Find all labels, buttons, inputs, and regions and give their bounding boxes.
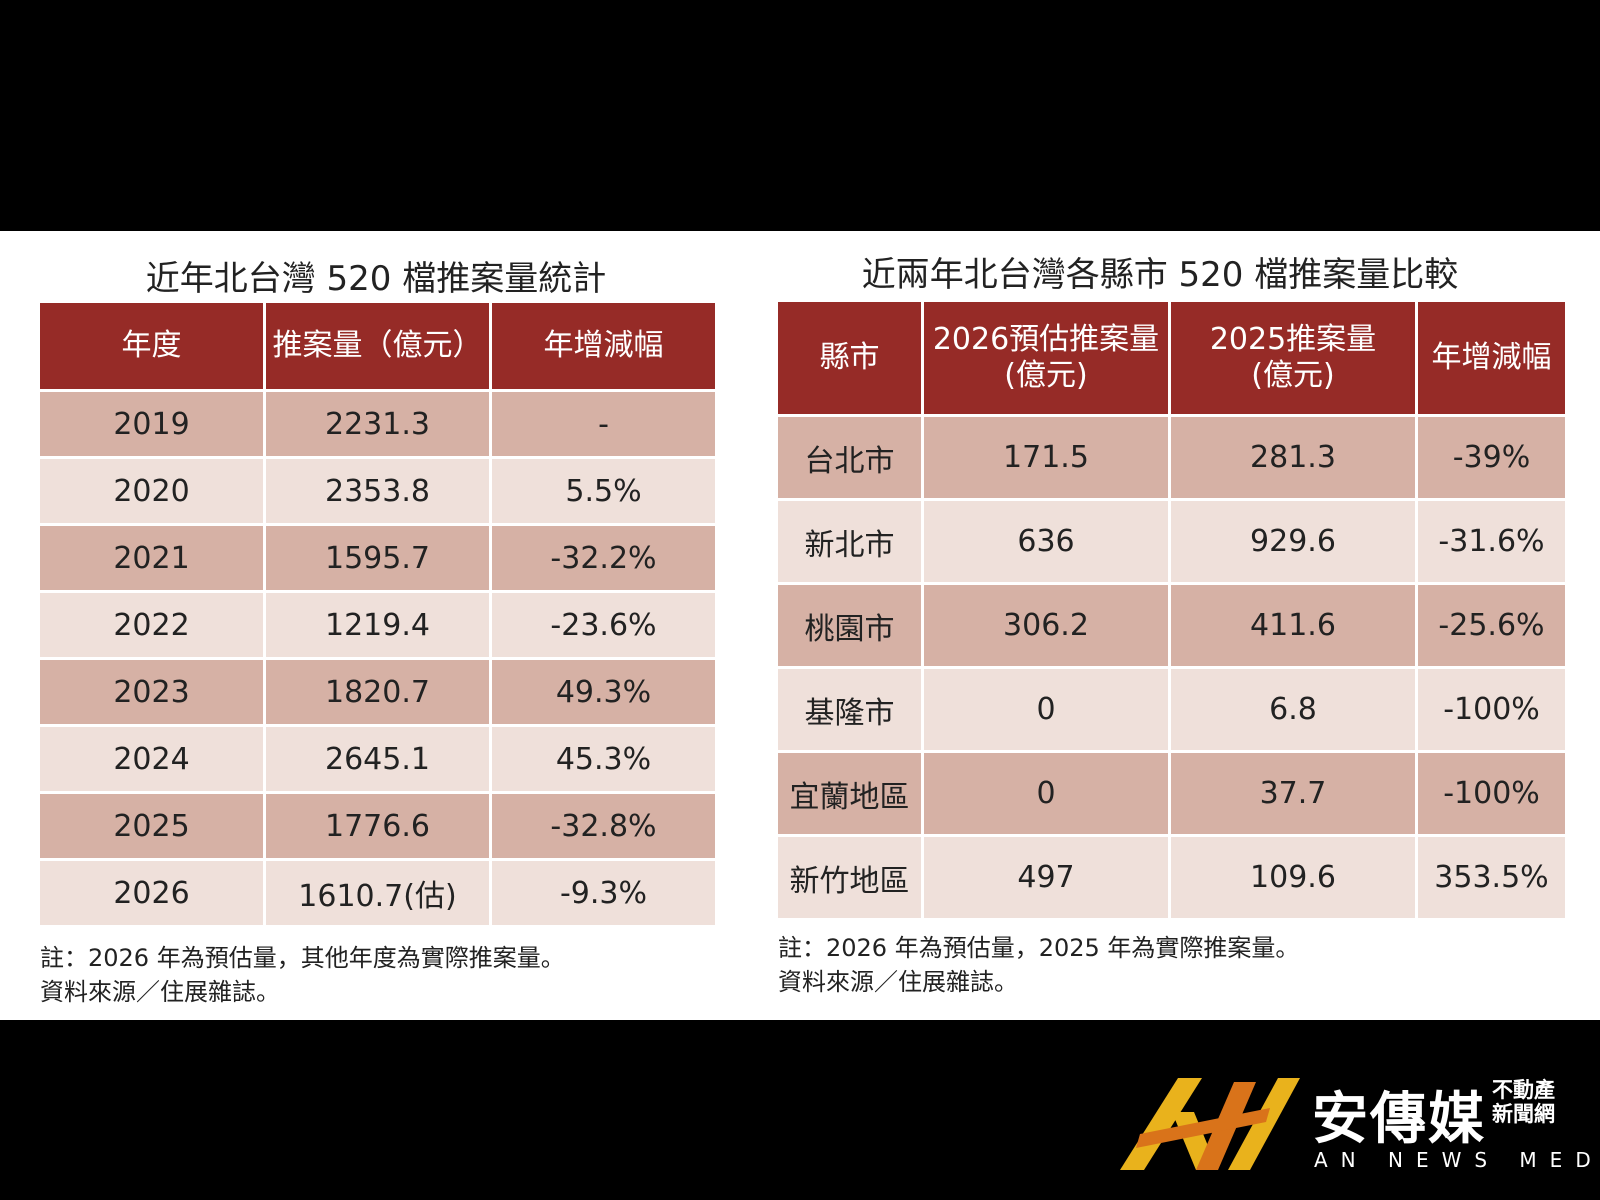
cell-change: -31.6%	[1418, 501, 1565, 582]
table-row: 2020 2353.8 5.5%	[40, 459, 715, 523]
cell-year: 2022	[40, 593, 263, 657]
cell-2026: 497	[924, 837, 1168, 918]
cell-2026: 636	[924, 501, 1168, 582]
cell-2026: 171.5	[924, 417, 1168, 498]
table-row: 2023 1820.7 49.3%	[40, 660, 715, 724]
cell-2026: 0	[924, 669, 1168, 750]
cell-volume: 1610.7(估)	[266, 861, 489, 925]
left-header-change: 年增減幅	[492, 303, 715, 389]
right-header-2025: 2025推案量 (億元)	[1171, 302, 1415, 414]
cell-volume: 1595.7	[266, 526, 489, 590]
right-note: 註：2026 年為預估量，2025 年為實際推案量。 資料來源／住展雜誌。	[778, 931, 1299, 999]
right-note-source: 資料來源／住展雜誌。	[778, 968, 1018, 996]
cell-year: 2026	[40, 861, 263, 925]
cell-year: 2020	[40, 459, 263, 523]
cell-2025: 929.6	[1171, 501, 1415, 582]
cell-change: -	[492, 392, 715, 456]
cell-city: 桃園市	[778, 585, 921, 666]
left-note-source: 資料來源／住展雜誌。	[40, 978, 280, 1006]
table-row: 基隆市 0 6.8 -100%	[778, 669, 1565, 750]
cell-2025: 411.6	[1171, 585, 1415, 666]
cell-change: -39%	[1418, 417, 1565, 498]
table-row: 桃園市 306.2 411.6 -25.6%	[778, 585, 1565, 666]
left-note: 註：2026 年為預估量，其他年度為實際推案量。 資料來源／住展雜誌。	[40, 941, 565, 1009]
left-table-title: 近年北台灣 520 檔推案量統計	[145, 259, 607, 299]
table-row: 2019 2231.3 -	[40, 392, 715, 456]
logo-mark-icon	[1120, 1078, 1300, 1170]
right-header-city: 縣市	[778, 302, 921, 414]
table-row: 宜蘭地區 0 37.7 -100%	[778, 753, 1565, 834]
cell-volume: 1219.4	[266, 593, 489, 657]
cell-volume: 2353.8	[266, 459, 489, 523]
cell-change: 5.5%	[492, 459, 715, 523]
cell-change: -32.2%	[492, 526, 715, 590]
logo-name: 安傳媒	[1312, 1087, 1486, 1152]
right-table-title: 近兩年北台灣各縣市 520 檔推案量比較	[861, 255, 1459, 295]
table-row: 2022 1219.4 -23.6%	[40, 593, 715, 657]
logo-sub: 不動產新聞網	[1492, 1078, 1555, 1126]
left-table: 年度 推案量（億元） 年增減幅 2019 2231.3 - 2020 2353.…	[37, 300, 718, 928]
cell-change: -100%	[1418, 753, 1565, 834]
left-header-year: 年度	[40, 303, 263, 389]
logo-english: AN NEWS MEDIA	[1314, 1148, 1600, 1172]
cell-volume: 2645.1	[266, 727, 489, 791]
cell-2025: 281.3	[1171, 417, 1415, 498]
right-header-row: 縣市 2026預估推案量 (億元) 2025推案量 (億元) 年增減幅	[778, 302, 1565, 414]
right-header-change: 年增減幅	[1418, 302, 1565, 414]
cell-2025: 6.8	[1171, 669, 1415, 750]
right-note-line1: 註：2026 年為預估量，2025 年為實際推案量。	[778, 934, 1300, 962]
right-table: 縣市 2026預估推案量 (億元) 2025推案量 (億元) 年增減幅 台北市 17…	[775, 299, 1568, 921]
cell-year: 2021	[40, 526, 263, 590]
table-row: 2026 1610.7(估) -9.3%	[40, 861, 715, 925]
cell-change: -9.3%	[492, 861, 715, 925]
cell-change: -25.6%	[1418, 585, 1565, 666]
cell-2026: 306.2	[924, 585, 1168, 666]
cell-2025: 37.7	[1171, 753, 1415, 834]
table-row: 2024 2645.1 45.3%	[40, 727, 715, 791]
cell-city: 宜蘭地區	[778, 753, 921, 834]
table-row: 台北市 171.5 281.3 -39%	[778, 417, 1565, 498]
an-news-media-logo: 安傳媒 不動產新聞網 AN NEWS MEDIA	[1120, 1072, 1600, 1182]
content-panel: 近年北台灣 520 檔推案量統計 年度 推案量（億元） 年增減幅 2019 22…	[0, 231, 1600, 1020]
cell-volume: 2231.3	[266, 392, 489, 456]
table-row: 新竹地區 497 109.6 353.5%	[778, 837, 1565, 918]
cell-2026: 0	[924, 753, 1168, 834]
left-header-row: 年度 推案量（億元） 年增減幅	[40, 303, 715, 389]
cell-2025: 109.6	[1171, 837, 1415, 918]
cell-change: 49.3%	[492, 660, 715, 724]
cell-volume: 1820.7	[266, 660, 489, 724]
cell-change: -23.6%	[492, 593, 715, 657]
table-row: 新北市 636 929.6 -31.6%	[778, 501, 1565, 582]
cell-year: 2025	[40, 794, 263, 858]
cell-volume: 1776.6	[266, 794, 489, 858]
cell-change: -32.8%	[492, 794, 715, 858]
cell-change: -100%	[1418, 669, 1565, 750]
cell-year: 2019	[40, 392, 263, 456]
table-row: 2021 1595.7 -32.2%	[40, 526, 715, 590]
cell-change: 353.5%	[1418, 837, 1565, 918]
right-header-2026: 2026預估推案量 (億元)	[924, 302, 1168, 414]
table-row: 2025 1776.6 -32.8%	[40, 794, 715, 858]
cell-city: 新北市	[778, 501, 921, 582]
left-header-volume: 推案量（億元）	[266, 303, 489, 389]
cell-year: 2024	[40, 727, 263, 791]
cell-city: 新竹地區	[778, 837, 921, 918]
cell-change: 45.3%	[492, 727, 715, 791]
left-note-line1: 註：2026 年為預估量，其他年度為實際推案量。	[40, 944, 565, 972]
cell-city: 台北市	[778, 417, 921, 498]
cell-city: 基隆市	[778, 669, 921, 750]
cell-year: 2023	[40, 660, 263, 724]
